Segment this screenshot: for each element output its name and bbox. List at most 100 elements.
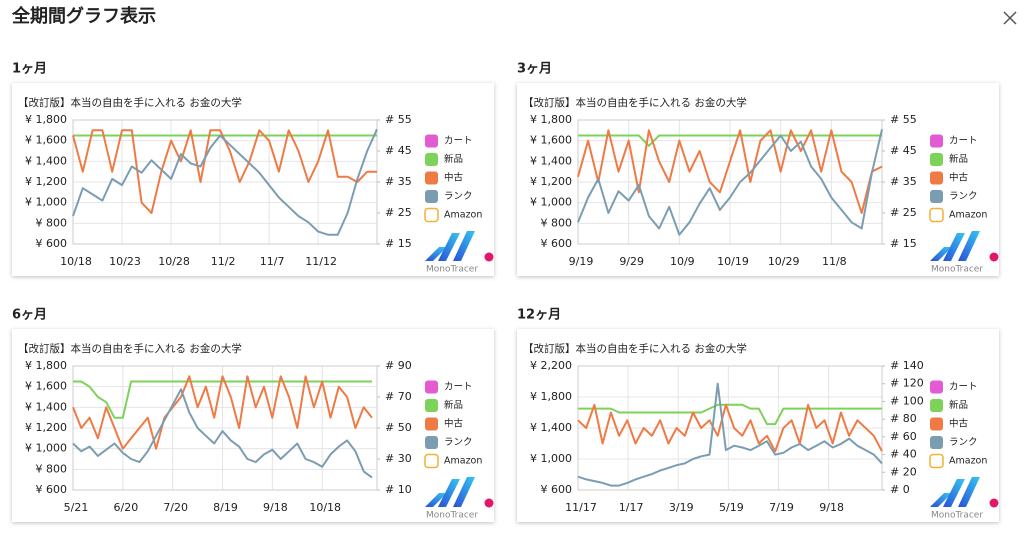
- x-tick-label: 8/19: [213, 501, 238, 514]
- series-line: [578, 134, 882, 147]
- legend-swatch: [425, 153, 438, 166]
- y2-tick-label: # 45: [385, 144, 412, 157]
- legend-label: Amazon: [949, 456, 987, 467]
- x-tick-label: 7/19: [769, 501, 794, 514]
- close-button[interactable]: [1003, 11, 1017, 25]
- y2-tick-label: # 40: [890, 448, 917, 461]
- y-tick-label: ¥ 1,400: [25, 154, 67, 167]
- logo-stroke: [453, 231, 475, 261]
- y-tick-label: ¥ 1,600: [530, 134, 572, 147]
- y2-tick-label: # 50: [385, 421, 412, 434]
- logo: MonoTracer: [425, 231, 494, 275]
- y2-tick-label: # 35: [890, 175, 917, 188]
- legend-swatch: [425, 380, 438, 394]
- y2-tick-label: # 55: [890, 113, 917, 126]
- x-tick-label: 9/18: [263, 501, 288, 514]
- legend-swatch: [930, 436, 943, 449]
- y2-tick-label: # 45: [890, 144, 917, 157]
- card: [517, 83, 999, 276]
- legend-label: 中古: [444, 418, 464, 430]
- y-tick-label: ¥ 1,200: [530, 175, 572, 188]
- x-tick-label: 11/8: [822, 255, 847, 268]
- x-tick-label: 10/18: [309, 501, 341, 514]
- y-tick-label: ¥ 1,800: [530, 390, 572, 403]
- y-tick-label: ¥ 600: [541, 483, 573, 496]
- x-tick-label: 11/12: [305, 255, 337, 268]
- logo-text: MonoTracer: [426, 265, 478, 275]
- series-line: [577, 129, 883, 236]
- y2-tick-label: # 25: [890, 206, 917, 219]
- x-tick-label: 10/23: [109, 255, 141, 268]
- logo-stroke: [425, 493, 447, 507]
- series-line: [72, 375, 373, 450]
- legend-swatch: [425, 417, 438, 431]
- logo-stroke: [438, 233, 460, 261]
- logo-stroke: [943, 233, 965, 261]
- logo-stroke: [425, 247, 447, 261]
- x-tick-label: 10/28: [158, 255, 190, 268]
- legend-label: カート: [949, 382, 978, 393]
- y-tick-label: ¥ 800: [36, 462, 68, 475]
- logo-text: MonoTracer: [931, 511, 983, 521]
- y-tick-label: ¥ 1,200: [25, 175, 67, 188]
- chart-panel: 1ヶ月【改訂版】本当の自由を手に入れる お金の大学 ¥ 600 ¥ 800 ¥ 1,0…: [12, 62, 494, 276]
- x-tick-label: 11/2: [211, 255, 236, 268]
- legend-label: Amazon: [444, 456, 482, 467]
- y2-tick-label: # 100: [890, 394, 924, 407]
- chart-title: 【改訂版】本当の自由を手に入れる お金の大学: [523, 96, 747, 109]
- chart-title: 【改訂版】本当の自由を手に入れる お金の大学: [523, 342, 747, 355]
- y2-tick-label: # 25: [385, 206, 412, 219]
- legend-swatch: [425, 134, 438, 148]
- y-tick-label: ¥ 1,800: [530, 113, 572, 126]
- logo-text: MonoTracer: [426, 511, 478, 521]
- series-line: [577, 129, 883, 214]
- legend-label: ランク: [444, 437, 473, 448]
- x-tick-label: 5/21: [64, 501, 89, 514]
- y2-tick-label: # 0: [890, 483, 910, 496]
- logo: MonoTracer: [425, 477, 494, 521]
- y-tick-label: ¥ 1,400: [530, 154, 572, 167]
- y-tick-label: ¥ 1,000: [530, 196, 572, 209]
- logo-stroke: [930, 493, 952, 507]
- y-tick-label: ¥ 2,200: [530, 359, 572, 372]
- logo-dot: [484, 252, 494, 262]
- x-tick-label: 1/17: [619, 501, 644, 514]
- x-tick-label: 10/29: [768, 255, 800, 268]
- chart-panel: 3ヶ月【改訂版】本当の自由を手に入れる お金の大学 ¥ 600 ¥ 800 ¥ 1,0…: [517, 62, 999, 276]
- legend-label: カート: [444, 136, 473, 147]
- legend-label: 中古: [949, 172, 969, 184]
- series-line: [577, 403, 883, 453]
- y2-tick-label: # 70: [385, 390, 412, 403]
- y-tick-label: ¥ 1,800: [25, 359, 67, 372]
- x-tick-label: 6/20: [113, 501, 138, 514]
- legend-label: ランク: [949, 191, 978, 202]
- legend-swatch: [425, 171, 438, 185]
- series-line: [72, 128, 378, 236]
- y-tick-label: ¥ 600: [541, 237, 573, 250]
- section-label: 3ヶ月: [517, 62, 552, 77]
- y2-tick-label: # 15: [385, 237, 412, 250]
- legend-label: カート: [949, 136, 978, 147]
- legend-label: 新品: [949, 399, 968, 411]
- series-line: [577, 382, 883, 487]
- y-tick-label: ¥ 1,000: [25, 442, 67, 455]
- logo-dot: [989, 498, 999, 508]
- legend-label: ランク: [444, 191, 473, 202]
- legend-swatch: [930, 417, 943, 431]
- logo-stroke: [930, 247, 952, 261]
- y2-tick-label: # 90: [385, 359, 412, 372]
- section-label: 12ヶ月: [517, 308, 561, 323]
- logo-stroke: [438, 479, 460, 507]
- x-tick-label: 9/29: [619, 255, 644, 268]
- x-tick-label: 9/19: [569, 255, 594, 268]
- x-tick-label: 9/18: [819, 501, 844, 514]
- card: [517, 329, 999, 522]
- series-line: [578, 403, 882, 426]
- x-tick-label: 10/19: [717, 255, 749, 268]
- y2-tick-label: # 30: [385, 452, 412, 465]
- y2-tick-label: # 10: [385, 483, 412, 496]
- legend-swatch: [930, 380, 943, 394]
- y-tick-label: ¥ 800: [36, 216, 68, 229]
- logo-text: MonoTracer: [931, 265, 983, 275]
- chart-title: 【改訂版】本当の自由を手に入れる お金の大学: [18, 342, 242, 355]
